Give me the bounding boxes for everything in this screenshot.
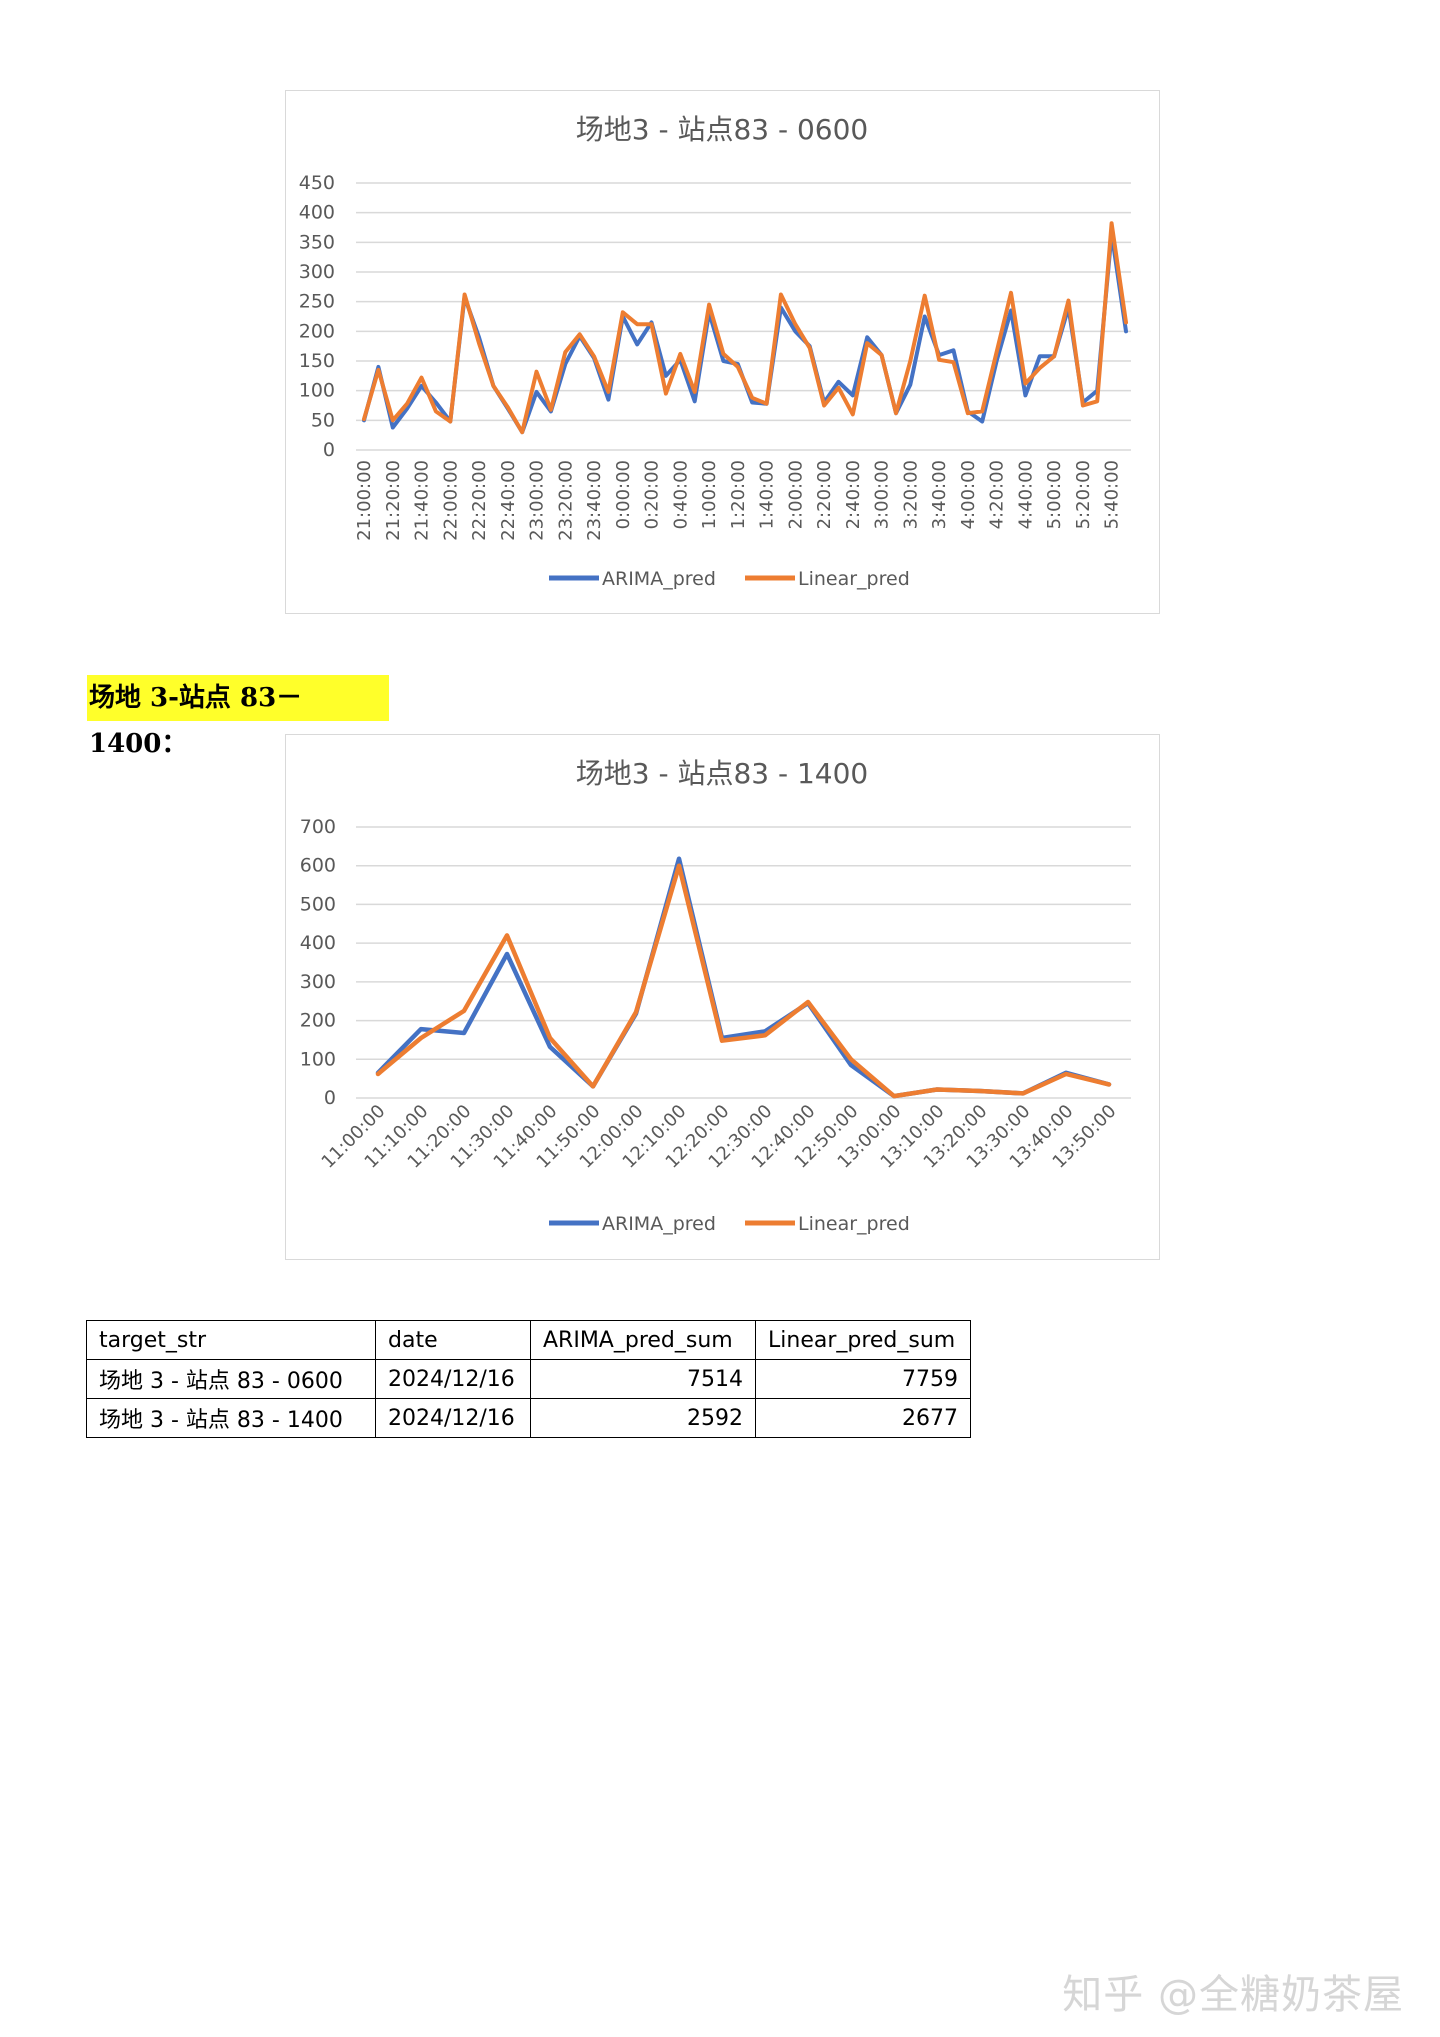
legend-entry: ARIMA_pred xyxy=(602,1213,716,1235)
cell-target-str: 场地 3 - 站点 83 - 0600 xyxy=(86,1359,376,1399)
y-tick-label: 100 xyxy=(299,380,335,402)
legend-entry: Linear_pred xyxy=(798,1213,910,1235)
x-tick-label: 5:20:00 xyxy=(1073,460,1094,529)
x-tick-label: 22:40:00 xyxy=(498,460,519,541)
x-tick-label: 21:00:00 xyxy=(354,460,375,541)
x-tick-label: 5:00:00 xyxy=(1044,460,1065,529)
x-tick-label: 5:40:00 xyxy=(1102,460,1123,529)
x-tick-label: 3:20:00 xyxy=(900,460,921,529)
series-line-linear-pred xyxy=(362,221,1128,435)
chart-1400-svg: 场地3 - 站点83 - 140001002003004005006007001… xyxy=(300,757,1131,1235)
x-tick-label: 1:00:00 xyxy=(699,460,720,529)
x-tick-label: 22:20:00 xyxy=(469,460,490,541)
y-tick-label: 250 xyxy=(299,291,335,313)
header-linear-sum: Linear_pred_sum xyxy=(755,1320,971,1360)
x-tick-label: 1:20:00 xyxy=(728,460,749,529)
section-heading: 场地 3-站点 83－1400： xyxy=(87,675,389,759)
y-tick-label: 450 xyxy=(299,172,335,194)
x-tick-label: 23:00:00 xyxy=(527,460,548,541)
x-tick-label: 0:20:00 xyxy=(642,460,663,529)
x-tick-label: 23:20:00 xyxy=(555,460,576,541)
y-tick-label: 500 xyxy=(300,893,336,915)
x-tick-label: 1:40:00 xyxy=(757,460,778,529)
cell-arima-sum: 7514 xyxy=(530,1359,756,1399)
table-row: 场地 3 - 站点 83 - 0600 2024/12/16 7514 7759 xyxy=(86,1359,971,1399)
cell-linear-sum: 7759 xyxy=(755,1359,971,1399)
x-tick-label: 4:40:00 xyxy=(1015,460,1036,529)
y-tick-label: 100 xyxy=(300,1048,336,1070)
x-tick-label: 2:40:00 xyxy=(843,460,864,529)
cell-target-str: 场地 3 - 站点 83 - 1400 xyxy=(86,1398,376,1438)
cell-date: 2024/12/16 xyxy=(375,1359,531,1399)
y-tick-label: 0 xyxy=(324,1087,336,1109)
legend-entry: Linear_pred xyxy=(798,568,910,590)
summary-table: target_str date ARIMA_pred_sum Linear_pr… xyxy=(86,1320,971,1438)
header-date: date xyxy=(375,1320,531,1360)
x-tick-label: 0:00:00 xyxy=(613,460,634,529)
y-tick-label: 50 xyxy=(311,409,335,431)
y-tick-label: 300 xyxy=(300,971,336,993)
header-target-str: target_str xyxy=(86,1320,376,1360)
x-tick-label: 3:00:00 xyxy=(872,460,893,529)
table-row: 场地 3 - 站点 83 - 1400 2024/12/16 2592 2677 xyxy=(86,1398,971,1438)
series-line-arima-pred xyxy=(362,231,1128,435)
y-tick-label: 600 xyxy=(300,855,336,877)
cell-date: 2024/12/16 xyxy=(375,1398,531,1438)
table-header-row: target_str date ARIMA_pred_sum Linear_pr… xyxy=(86,1320,971,1360)
y-tick-label: 700 xyxy=(300,816,336,838)
chart-title: 场地3 - 站点83 - 1400 xyxy=(576,757,869,790)
cell-arima-sum: 2592 xyxy=(530,1398,756,1438)
x-tick-label: 4:00:00 xyxy=(958,460,979,529)
x-tick-label: 2:20:00 xyxy=(814,460,835,529)
x-tick-label: 0:40:00 xyxy=(670,460,691,529)
y-tick-label: 0 xyxy=(323,439,335,461)
chart-title: 场地3 - 站点83 - 0600 xyxy=(576,113,869,146)
chart-0600: 场地3 - 站点83 - 0600 0 50 100 150 200 250 300 350 40… xyxy=(285,90,1160,614)
legend-entry: ARIMA_pred xyxy=(602,568,716,590)
series-line-arima-pred xyxy=(375,856,1112,1099)
cell-linear-sum: 2677 xyxy=(755,1398,971,1438)
y-tick-label: 400 xyxy=(299,202,335,224)
series-line-linear-pred xyxy=(375,863,1112,1099)
chart-1400: 场地3 - 站点83 - 1400 0 100 200 300 400 500 600 700 1… xyxy=(285,734,1160,1260)
chart-0600-svg: 场地3 - 站点83 - 0600 0 50 100 150 200 250 300 350 40… xyxy=(299,113,1131,590)
x-tick-label: 21:40:00 xyxy=(412,460,433,541)
x-tick-label: 4:20:00 xyxy=(987,460,1008,529)
y-tick-label: 350 xyxy=(299,231,335,253)
header-arima-sum: ARIMA_pred_sum xyxy=(530,1320,756,1360)
y-tick-label: 200 xyxy=(300,1010,336,1032)
x-tick-label: 2:00:00 xyxy=(785,460,806,529)
x-tick-label: 22:00:00 xyxy=(440,460,461,541)
x-tick-label: 21:20:00 xyxy=(383,460,404,541)
y-tick-label: 150 xyxy=(299,350,335,372)
y-tick-label: 200 xyxy=(299,320,335,342)
y-tick-label: 400 xyxy=(300,932,336,954)
watermark: 知乎 @全糖奶茶屋 xyxy=(1062,1972,1404,2018)
x-tick-label: 23:40:00 xyxy=(584,460,605,541)
y-tick-label: 300 xyxy=(299,261,335,283)
x-tick-label: 3:40:00 xyxy=(929,460,950,529)
